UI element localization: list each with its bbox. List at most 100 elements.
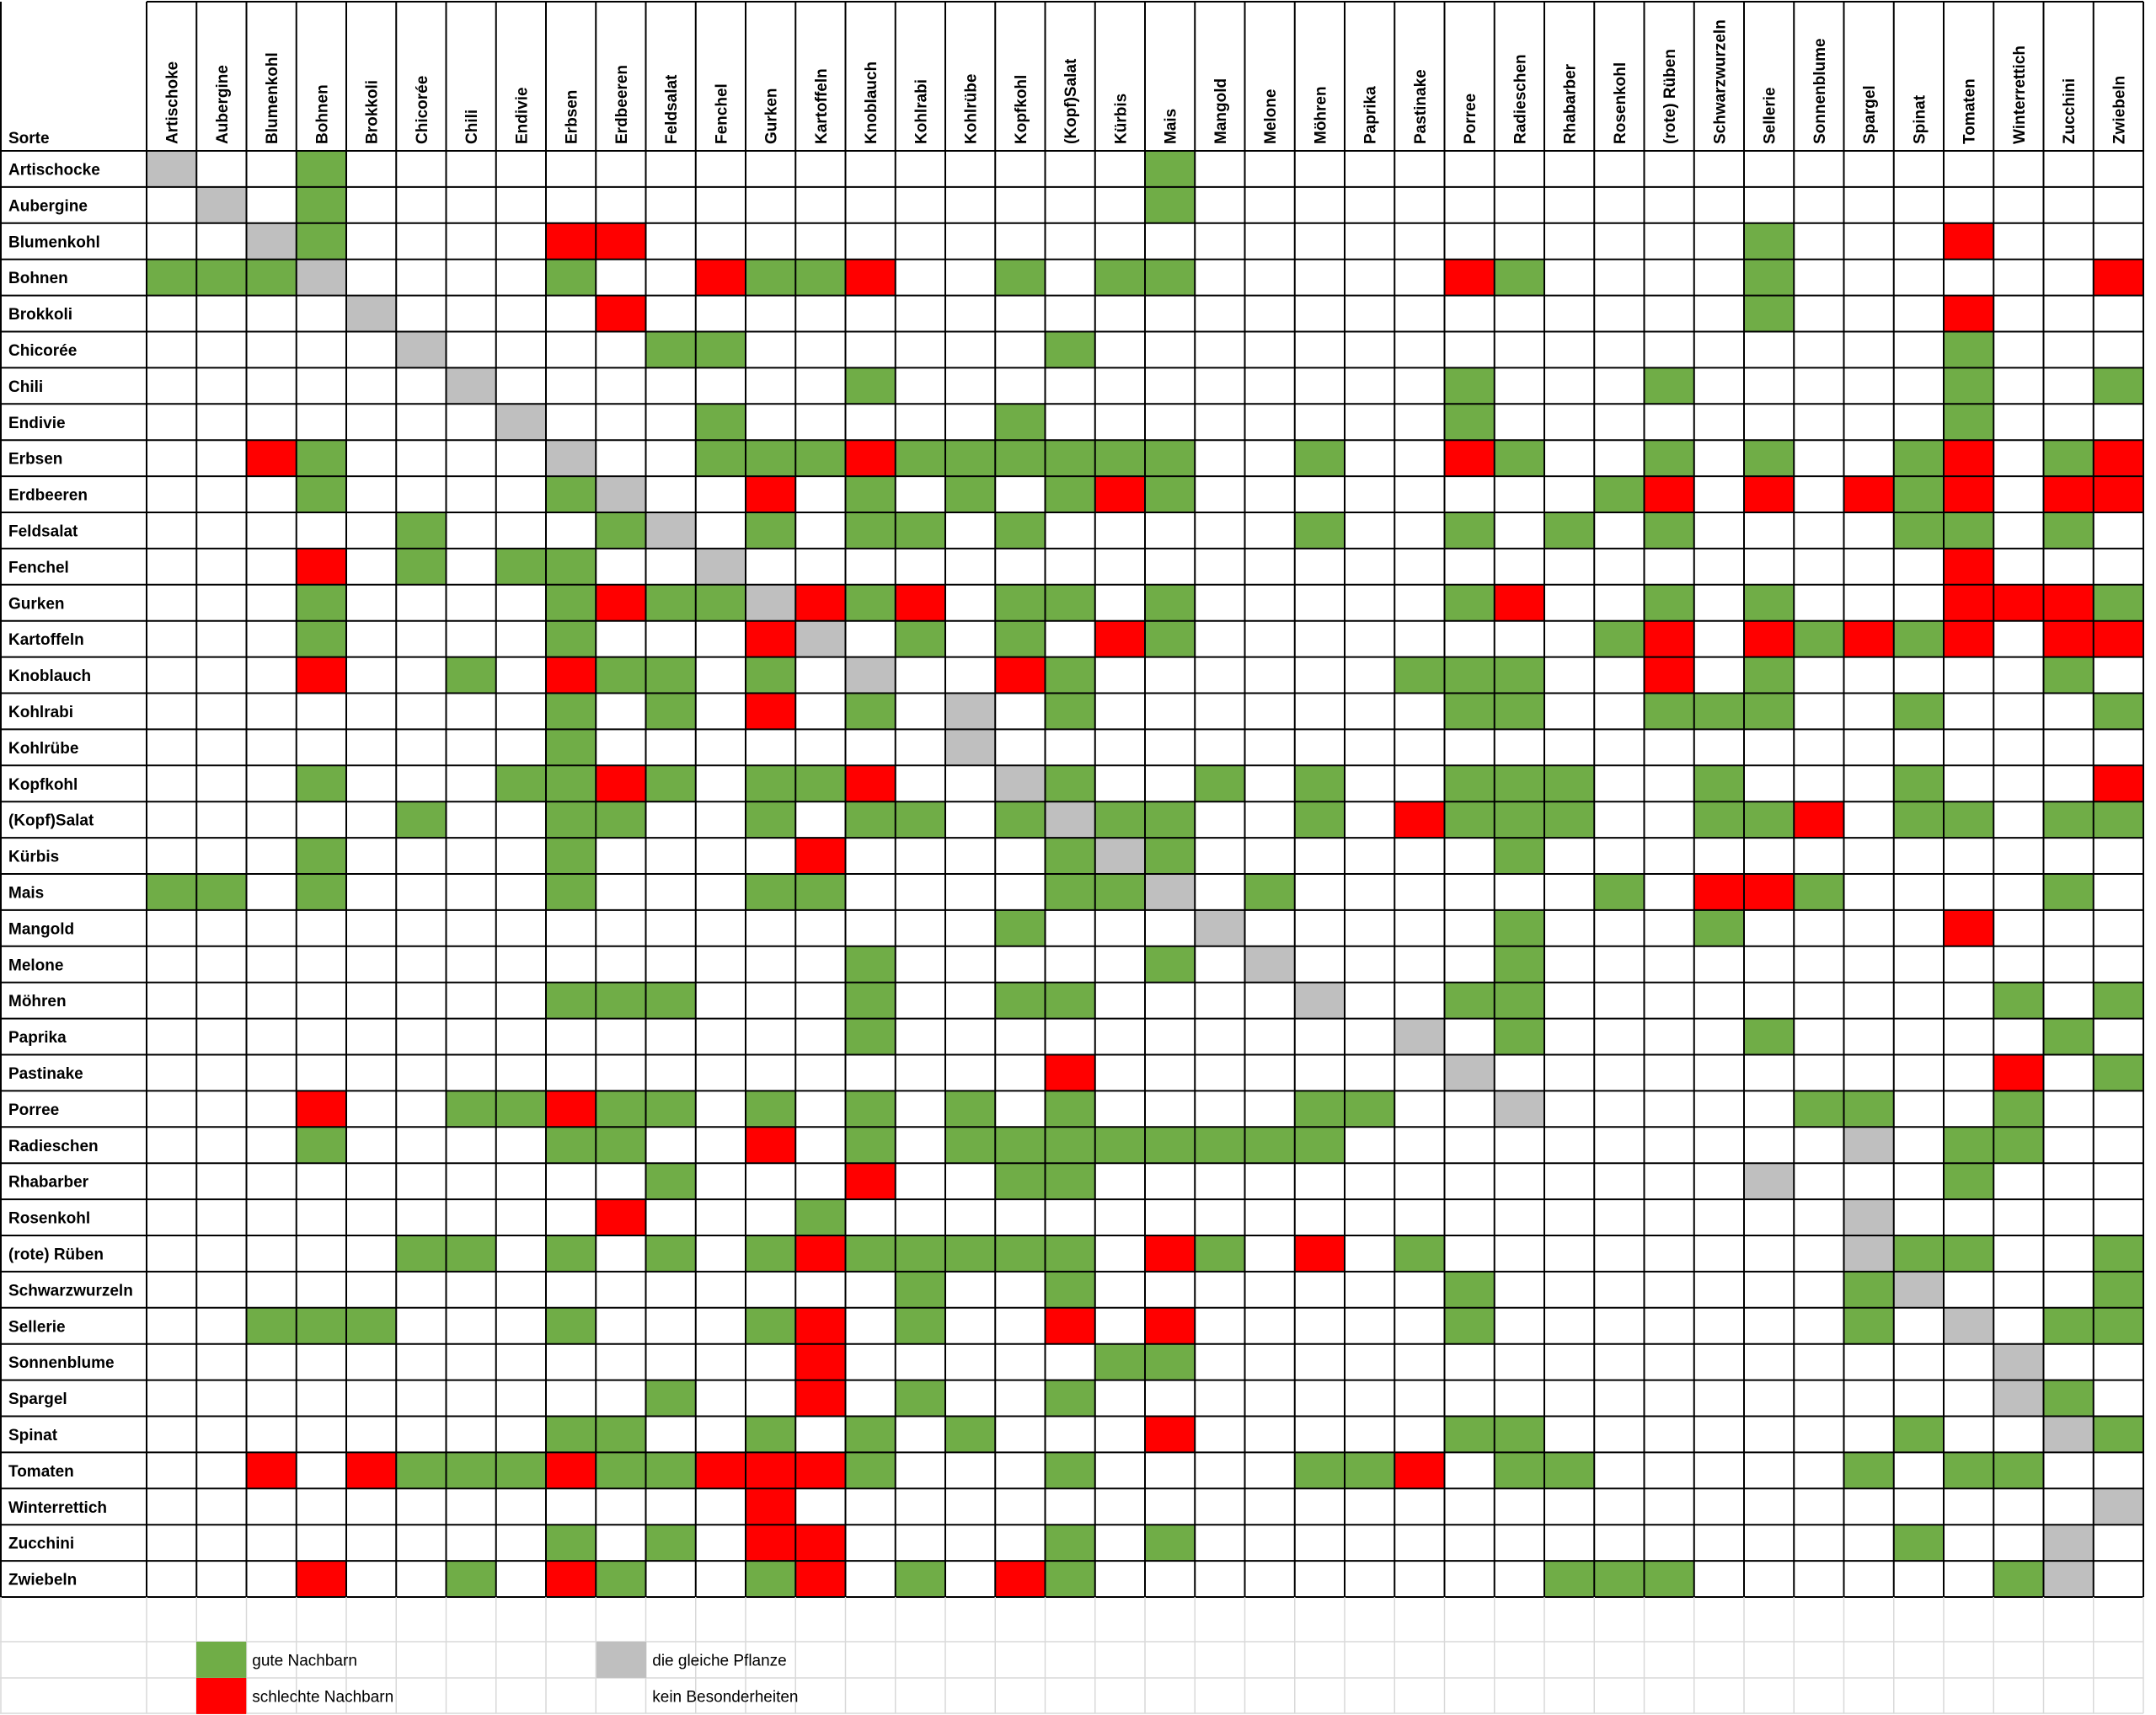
column-label: Sonnenblume xyxy=(1811,38,1829,144)
matrix-cell xyxy=(746,440,796,477)
matrix-cell xyxy=(746,512,796,549)
row-label: Sellerie xyxy=(8,1318,66,1336)
row-label: Endivie xyxy=(8,415,66,432)
matrix-cell xyxy=(1993,1561,2044,1597)
matrix-cell xyxy=(845,1416,896,1453)
matrix-cell xyxy=(895,1307,945,1344)
matrix-cell xyxy=(296,186,346,223)
matrix-cell xyxy=(1394,657,1445,694)
matrix-cell xyxy=(795,620,846,657)
matrix-cell xyxy=(246,1307,297,1344)
matrix-cell xyxy=(1444,440,1495,477)
matrix-cell xyxy=(995,909,1046,946)
matrix-cell xyxy=(446,1452,496,1489)
matrix-cell xyxy=(1744,657,1795,694)
matrix-cell xyxy=(995,1561,1046,1597)
matrix-cell xyxy=(1045,1307,1095,1344)
matrix-cell xyxy=(2093,693,2143,730)
column-label: Erbsen xyxy=(564,90,581,144)
matrix-cell xyxy=(845,1452,896,1489)
matrix-cell xyxy=(546,982,597,1019)
matrix-cell xyxy=(546,1416,597,1453)
matrix-cell xyxy=(1444,512,1495,549)
matrix-cell xyxy=(1045,584,1095,621)
matrix-cell xyxy=(995,512,1046,549)
matrix-cell xyxy=(795,765,846,802)
matrix-cell xyxy=(1244,874,1295,910)
matrix-cell xyxy=(1893,801,1944,839)
matrix-cell xyxy=(546,657,597,694)
matrix-cell xyxy=(1494,1416,1544,1453)
matrix-cell xyxy=(746,1307,796,1344)
matrix-cell xyxy=(1644,367,1694,405)
matrix-cell xyxy=(1444,259,1495,296)
matrix-cell xyxy=(1494,1018,1544,1055)
matrix-cell xyxy=(1494,838,1544,874)
matrix-cell xyxy=(1744,1163,1795,1200)
matrix-cell xyxy=(1944,620,1994,657)
matrix-cell xyxy=(546,1235,597,1272)
matrix-cell xyxy=(546,693,597,730)
matrix-cell xyxy=(1944,1235,1994,1272)
matrix-cell xyxy=(546,1452,597,1489)
matrix-cell xyxy=(446,1561,496,1597)
matrix-cell xyxy=(1544,1561,1595,1597)
matrix-cell xyxy=(1094,1127,1145,1164)
matrix-cell xyxy=(945,1127,996,1164)
matrix-cell xyxy=(147,259,197,296)
matrix-cell xyxy=(296,620,346,657)
matrix-cell xyxy=(1045,838,1095,874)
matrix-cell xyxy=(2093,1235,2143,1272)
matrix-cell xyxy=(845,259,896,296)
matrix-cell xyxy=(1444,982,1495,1019)
column-label: Sellerie xyxy=(1762,87,1779,144)
matrix-cell xyxy=(1145,874,1196,910)
row-label: Artischocke xyxy=(8,161,100,179)
matrix-cell xyxy=(945,729,996,766)
matrix-cell xyxy=(296,476,346,512)
matrix-cell xyxy=(546,874,597,910)
matrix-cell xyxy=(1644,693,1694,730)
matrix-cell xyxy=(396,1235,447,1272)
matrix-cell xyxy=(495,404,546,441)
matrix-cell xyxy=(1744,693,1795,730)
row-label: Tomaten xyxy=(8,1463,74,1481)
matrix-cell xyxy=(795,838,846,874)
matrix-cell xyxy=(845,693,896,730)
matrix-cell xyxy=(1444,801,1495,839)
matrix-cell xyxy=(1094,620,1145,657)
matrix-cell xyxy=(1145,1416,1196,1453)
matrix-cell xyxy=(845,1018,896,1055)
matrix-cell xyxy=(596,512,646,549)
matrix-cell xyxy=(795,1307,846,1344)
matrix-cell xyxy=(1744,620,1795,657)
matrix-cell xyxy=(995,657,1046,694)
matrix-cell xyxy=(895,1380,945,1417)
matrix-cell xyxy=(1993,1380,2044,1417)
matrix-cell xyxy=(1045,874,1095,910)
matrix-cell xyxy=(1944,584,1994,621)
matrix-cell xyxy=(296,222,346,260)
matrix-cell xyxy=(895,620,945,657)
matrix-cell xyxy=(1145,1127,1196,1164)
matrix-cell xyxy=(1944,331,1994,368)
matrix-cell xyxy=(795,1235,846,1272)
matrix-cell xyxy=(1145,620,1196,657)
legend-label: gute Nachbarn xyxy=(252,1652,357,1669)
matrix-cell xyxy=(1843,1199,1894,1235)
matrix-cell xyxy=(746,1091,796,1128)
matrix-cell xyxy=(546,765,597,802)
row-label: Rhabarber xyxy=(8,1174,89,1192)
matrix-cell xyxy=(1195,909,1245,946)
matrix-cell xyxy=(1644,1561,1694,1597)
matrix-cell xyxy=(746,801,796,839)
matrix-cell xyxy=(2043,874,2094,910)
matrix-cell xyxy=(546,620,597,657)
matrix-cell xyxy=(296,657,346,694)
matrix-cell xyxy=(995,259,1046,296)
matrix-cell xyxy=(1944,476,1994,512)
row-label: Pastinake xyxy=(8,1065,83,1083)
matrix-cell xyxy=(2043,620,2094,657)
row-label: Erdbeeren xyxy=(8,487,88,505)
matrix-cell xyxy=(546,1091,597,1128)
